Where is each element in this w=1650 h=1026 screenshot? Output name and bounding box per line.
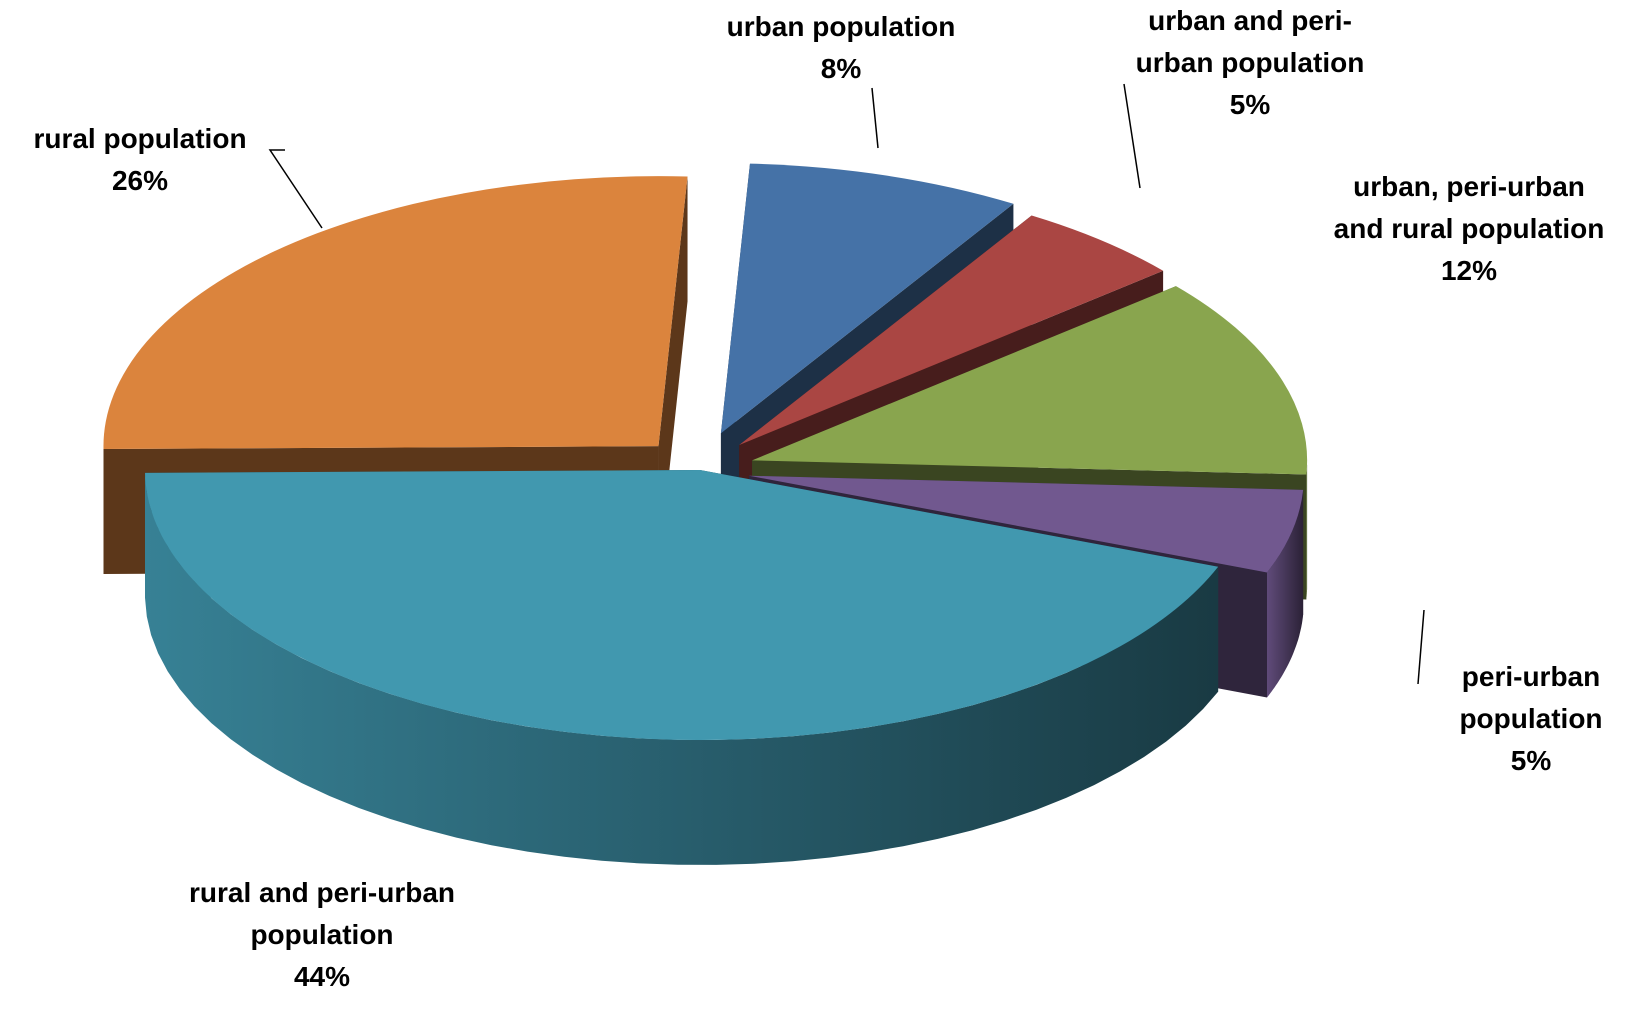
slice-label-text: urban and peri-: [1148, 5, 1352, 36]
slice-value-label: 5%: [1229, 89, 1271, 120]
slice-rural-and-peri-urban-population-side: [145, 472, 1219, 865]
slice-value-label: 26%: [111, 165, 169, 196]
slice-label-text: rural population: [33, 123, 247, 154]
slice-tops: [103, 163, 1308, 741]
slice-peri-urban-population-side: [1267, 489, 1304, 698]
slice-label-urban-peri-urban-and-rural-population: urban, peri-urban and rural population 1…: [1304, 166, 1634, 292]
slice-urban-peri-urban-and-rural-population-side: [1306, 460, 1308, 600]
slice-rural-population: [103, 176, 688, 450]
slice-peri-urban-population: [748, 475, 1304, 573]
slice-value-label: 44%: [293, 961, 351, 992]
slice-label-peri-urban-population: peri-urban population 5%: [1416, 656, 1646, 782]
leader-line: [1123, 83, 1141, 189]
slice-value-label: 5%: [1510, 745, 1552, 776]
leader-lines: [268, 83, 1425, 685]
slice-label-text: urban, peri-urban: [1353, 171, 1585, 202]
slice-label-text: peri-urban: [1461, 661, 1601, 692]
slice-rural-and-peri-urban-population: [145, 470, 1219, 741]
slice-label-text: population: [1459, 703, 1603, 734]
slice-value-label: 12%: [1440, 255, 1498, 286]
slice-label-text: urban population: [1135, 47, 1365, 78]
slice-urban-population: [720, 163, 1014, 434]
slice-label-rural-population: rural population 26%: [0, 118, 280, 202]
slice-urban-and-peri-urban-population: [739, 215, 1164, 446]
leader-line: [871, 87, 879, 149]
slice-label-rural-and-peri-urban-population: rural and peri-urban population 44%: [142, 872, 502, 998]
leader-line: [268, 149, 323, 229]
slice-value-label: 8%: [820, 53, 862, 84]
slice-label-text: and rural population: [1333, 213, 1605, 244]
leader-line: [1417, 609, 1425, 685]
slice-label-text: urban population: [726, 11, 956, 42]
slice-label-text: rural and peri-urban: [188, 877, 456, 908]
slice-urban-peri-urban-and-rural-population: [752, 286, 1308, 475]
slice-label-urban-population: urban population 8%: [696, 6, 986, 90]
slice-label-urban-and-peri-urban-population: urban and peri- urban population 5%: [1090, 0, 1410, 126]
slice-label-text: population: [250, 919, 394, 950]
